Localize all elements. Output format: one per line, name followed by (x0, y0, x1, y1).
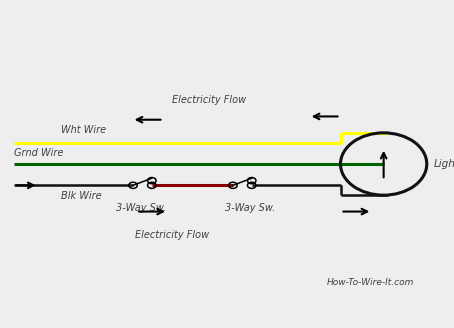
Text: 3-Way Sw.: 3-Way Sw. (116, 203, 166, 213)
Text: Light: Light (434, 159, 454, 169)
Text: Electricity Flow: Electricity Flow (135, 230, 210, 239)
Text: How-To-Wire-It.com: How-To-Wire-It.com (326, 277, 414, 287)
Text: 3-Way Sw.: 3-Way Sw. (225, 203, 275, 213)
Text: Electricity Flow: Electricity Flow (172, 95, 246, 105)
Text: Blk Wire: Blk Wire (61, 191, 102, 201)
Text: Wht Wire: Wht Wire (61, 126, 106, 135)
Text: Grnd Wire: Grnd Wire (14, 148, 63, 158)
